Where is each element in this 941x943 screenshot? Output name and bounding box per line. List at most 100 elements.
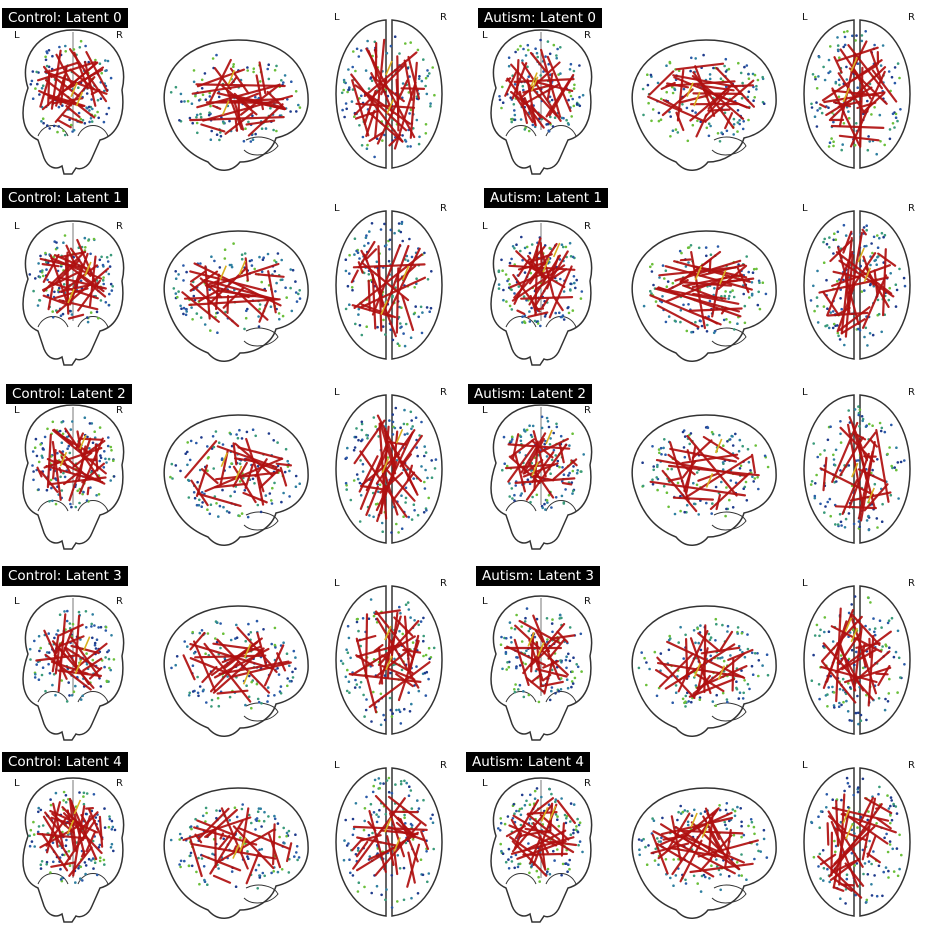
- node: [890, 423, 893, 427]
- node: [399, 322, 402, 325]
- node: [206, 469, 209, 472]
- node: [371, 831, 374, 835]
- node: [866, 873, 870, 876]
- node: [741, 444, 744, 448]
- node: [827, 58, 831, 62]
- node: [95, 310, 99, 314]
- node: [179, 304, 182, 308]
- highlight-edge: [234, 465, 243, 481]
- connection-edge: [232, 442, 238, 466]
- node: [254, 132, 257, 136]
- node: [235, 636, 239, 639]
- node: [827, 630, 831, 633]
- node: [716, 656, 720, 660]
- node: [81, 118, 85, 122]
- node: [685, 106, 689, 110]
- node: [353, 253, 356, 256]
- node: [286, 459, 289, 463]
- node: [387, 776, 391, 780]
- node: [860, 39, 864, 43]
- node: [244, 127, 247, 130]
- outline-group: [335, 394, 443, 544]
- node: [250, 264, 254, 267]
- node: [418, 135, 421, 139]
- connection-edge: [694, 65, 716, 118]
- node: [369, 598, 373, 601]
- brain-outline: [490, 777, 593, 923]
- node: [215, 53, 218, 57]
- node: [735, 687, 739, 691]
- node: [653, 859, 657, 862]
- node: [827, 145, 831, 148]
- node: [745, 64, 749, 67]
- node: [752, 99, 755, 102]
- node: [298, 297, 302, 300]
- node: [819, 628, 822, 632]
- node: [367, 617, 371, 620]
- node: [546, 870, 549, 873]
- node: [215, 621, 219, 624]
- node: [356, 477, 360, 481]
- connection-edge: [869, 50, 883, 83]
- node: [718, 140, 722, 143]
- node: [62, 241, 65, 244]
- node: [81, 694, 84, 698]
- node: [38, 649, 41, 653]
- node: [659, 118, 663, 121]
- node: [88, 109, 91, 112]
- node: [408, 75, 411, 78]
- node: [85, 92, 89, 95]
- outline-group: [631, 605, 777, 737]
- node: [568, 90, 571, 94]
- node: [203, 323, 207, 326]
- node: [255, 682, 259, 686]
- node: [256, 464, 260, 468]
- node: [426, 880, 429, 884]
- node: [256, 887, 259, 890]
- node: [364, 708, 368, 712]
- node: [712, 66, 715, 70]
- node: [204, 806, 208, 810]
- node: [888, 843, 892, 846]
- node: [93, 624, 96, 627]
- connection-edge: [193, 826, 258, 846]
- node: [429, 817, 433, 820]
- node: [497, 270, 501, 274]
- node: [41, 824, 45, 827]
- node: [843, 789, 846, 793]
- node: [562, 501, 566, 504]
- node: [34, 673, 37, 676]
- edges: [505, 797, 578, 877]
- node: [374, 425, 377, 428]
- node: [35, 663, 38, 666]
- node: [96, 98, 100, 102]
- connection-edge: [821, 59, 883, 102]
- node: [363, 819, 366, 823]
- connection-edge: [844, 253, 854, 338]
- node: [661, 295, 664, 298]
- node: [679, 494, 682, 498]
- node: [418, 75, 421, 78]
- cerebellum-outline: [711, 511, 747, 531]
- node: [226, 675, 229, 678]
- node: [870, 862, 873, 866]
- node: [687, 261, 690, 264]
- node: [866, 818, 869, 822]
- node: [403, 816, 406, 820]
- node: [507, 56, 511, 59]
- node: [172, 287, 176, 290]
- node: [104, 69, 107, 73]
- node: [642, 113, 645, 117]
- connection-edge: [70, 636, 101, 679]
- node: [344, 102, 348, 105]
- node: [64, 801, 68, 804]
- node: [832, 140, 835, 143]
- node: [349, 498, 353, 502]
- node: [107, 303, 111, 307]
- node: [208, 91, 211, 95]
- node: [554, 454, 557, 457]
- highlight-edge: [537, 642, 545, 657]
- node: [109, 76, 113, 80]
- node: [857, 405, 860, 408]
